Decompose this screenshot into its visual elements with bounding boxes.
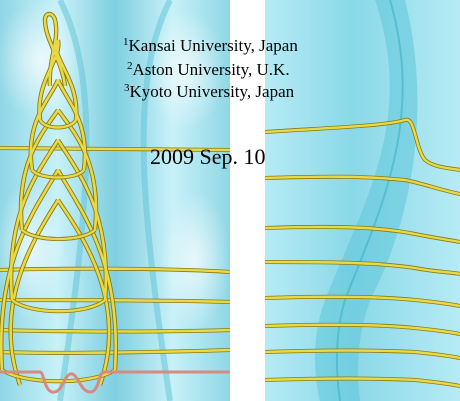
left-figure-panel (0, 0, 230, 401)
right-surface-figure (265, 0, 460, 401)
affiliation-2-mark: 2 (127, 60, 133, 72)
right-figure-panel (265, 0, 460, 401)
left-surface-figure (0, 0, 230, 401)
affiliation-2-name: Aston University, U.K. (132, 60, 290, 79)
affiliation-1-mark: 1 (123, 36, 129, 48)
affiliation-3: 3Kyoto University, Japan (124, 78, 294, 102)
affiliation-3-mark: 3 (124, 82, 130, 94)
left-base-curve (0, 370, 230, 394)
affiliation-2: 2Aston University, U.K. (127, 56, 290, 80)
affiliation-1: 1Kansai University, Japan (123, 32, 298, 56)
date-text: 2009 Sep. 10 (150, 144, 266, 169)
right-fold-band (315, 0, 418, 401)
affiliation-1-name: Kansai University, Japan (128, 36, 298, 55)
affiliation-3-name: Kyoto University, Japan (129, 82, 295, 101)
